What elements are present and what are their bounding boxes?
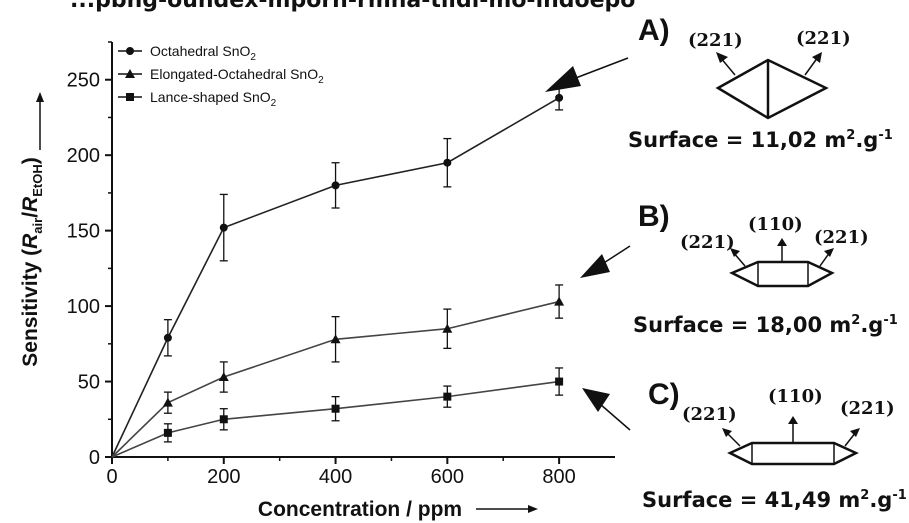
data-point	[443, 158, 452, 167]
data-point	[330, 334, 341, 344]
y-tick-label: 100	[67, 296, 100, 318]
legend-entry: Elongated-Octahedral SnO2	[118, 66, 324, 86]
legend-entry: Lance-shaped SnO2	[118, 89, 277, 109]
y-tick-label: 150	[67, 221, 100, 243]
panel-pointer-arrows	[545, 57, 631, 431]
surface-value-c: Surface = 41,49 m2.g-1	[642, 488, 907, 512]
series-line	[111, 380, 560, 458]
arrowhead-c	[582, 388, 610, 412]
x-tick-label: 600	[431, 466, 464, 488]
chart-axes: 0 50 100 150 200 250 0 200 400 600 800 Concentratio…	[19, 41, 615, 521]
facet-label-c-center: (110)	[768, 386, 823, 407]
facet-label-c-right: (221)	[840, 398, 895, 419]
legend-entry: Octahedral SnO2	[118, 43, 256, 63]
data-point	[219, 415, 228, 424]
data-point	[218, 372, 229, 382]
data-point	[219, 223, 228, 232]
crystal-shape-c	[722, 416, 860, 466]
surface-value-a: Surface = 11,02 m2.g-1	[628, 128, 893, 152]
x-axis-arrowhead	[528, 505, 538, 513]
legend-marker	[125, 69, 135, 78]
cropped-banner-text: ...pbng-oundex-mporn-rmna-tiidi-mo-indoe…	[70, 0, 636, 13]
facet-label-a-left: (221)	[688, 30, 743, 51]
y-tick-label: 200	[67, 145, 100, 167]
chart-series-layer	[111, 85, 565, 458]
series-line	[111, 300, 560, 458]
data-point	[163, 333, 172, 342]
data-point	[162, 397, 173, 407]
x-tick-label: 400	[319, 466, 352, 488]
series-line	[111, 97, 560, 458]
facet-label-b-right: (221)	[814, 227, 869, 248]
data-point	[443, 392, 452, 401]
y-tick-label: 0	[89, 447, 100, 469]
arrowhead-b	[580, 254, 610, 278]
panel-label-c: C)	[648, 378, 680, 411]
arrow-line-c	[599, 403, 631, 431]
arrowhead-a	[545, 66, 581, 92]
facet-label-a-right: (221)	[796, 28, 851, 49]
y-tick-label: 50	[78, 372, 100, 394]
legend-label: Octahedral SnO2	[150, 43, 256, 63]
y-tick-label: 250	[67, 70, 100, 92]
data-point	[163, 428, 172, 437]
data-point	[555, 93, 564, 102]
y-axis-title: Sensitivity (Rair/REtOH)	[19, 157, 45, 366]
facet-label-b-center: (110)	[748, 214, 803, 235]
series-3	[111, 367, 564, 458]
crystal-shape-a	[715, 52, 829, 120]
chart-legend: Octahedral SnO2 Elongated-Octahedral SnO2…	[118, 43, 324, 109]
data-point	[554, 296, 565, 306]
x-tick-label: 800	[542, 466, 575, 488]
x-axis-title: Concentration / ppm	[258, 498, 462, 521]
facet-label-b-left: (221)	[680, 232, 735, 253]
series-1	[111, 85, 564, 458]
x-tick-label: 200	[207, 466, 240, 488]
legend-label: Lance-shaped SnO2	[150, 89, 277, 109]
panel-label-a: A)	[638, 14, 670, 47]
panel-label-b: B)	[638, 200, 670, 233]
crystal-shape-b	[729, 238, 835, 288]
y-axis-arrowhead	[36, 92, 44, 102]
surface-value-b: Surface = 18,00 m2.g-1	[633, 313, 898, 337]
series-2	[111, 284, 565, 458]
legend-marker	[126, 93, 134, 101]
x-tick-label: 0	[106, 466, 117, 488]
legend-label: Elongated-Octahedral SnO2	[150, 66, 324, 86]
legend-marker	[126, 47, 134, 55]
data-point	[331, 404, 340, 413]
data-point	[555, 377, 564, 386]
data-point	[442, 323, 453, 333]
facet-label-c-left: (221)	[682, 404, 737, 425]
data-point	[331, 181, 340, 190]
